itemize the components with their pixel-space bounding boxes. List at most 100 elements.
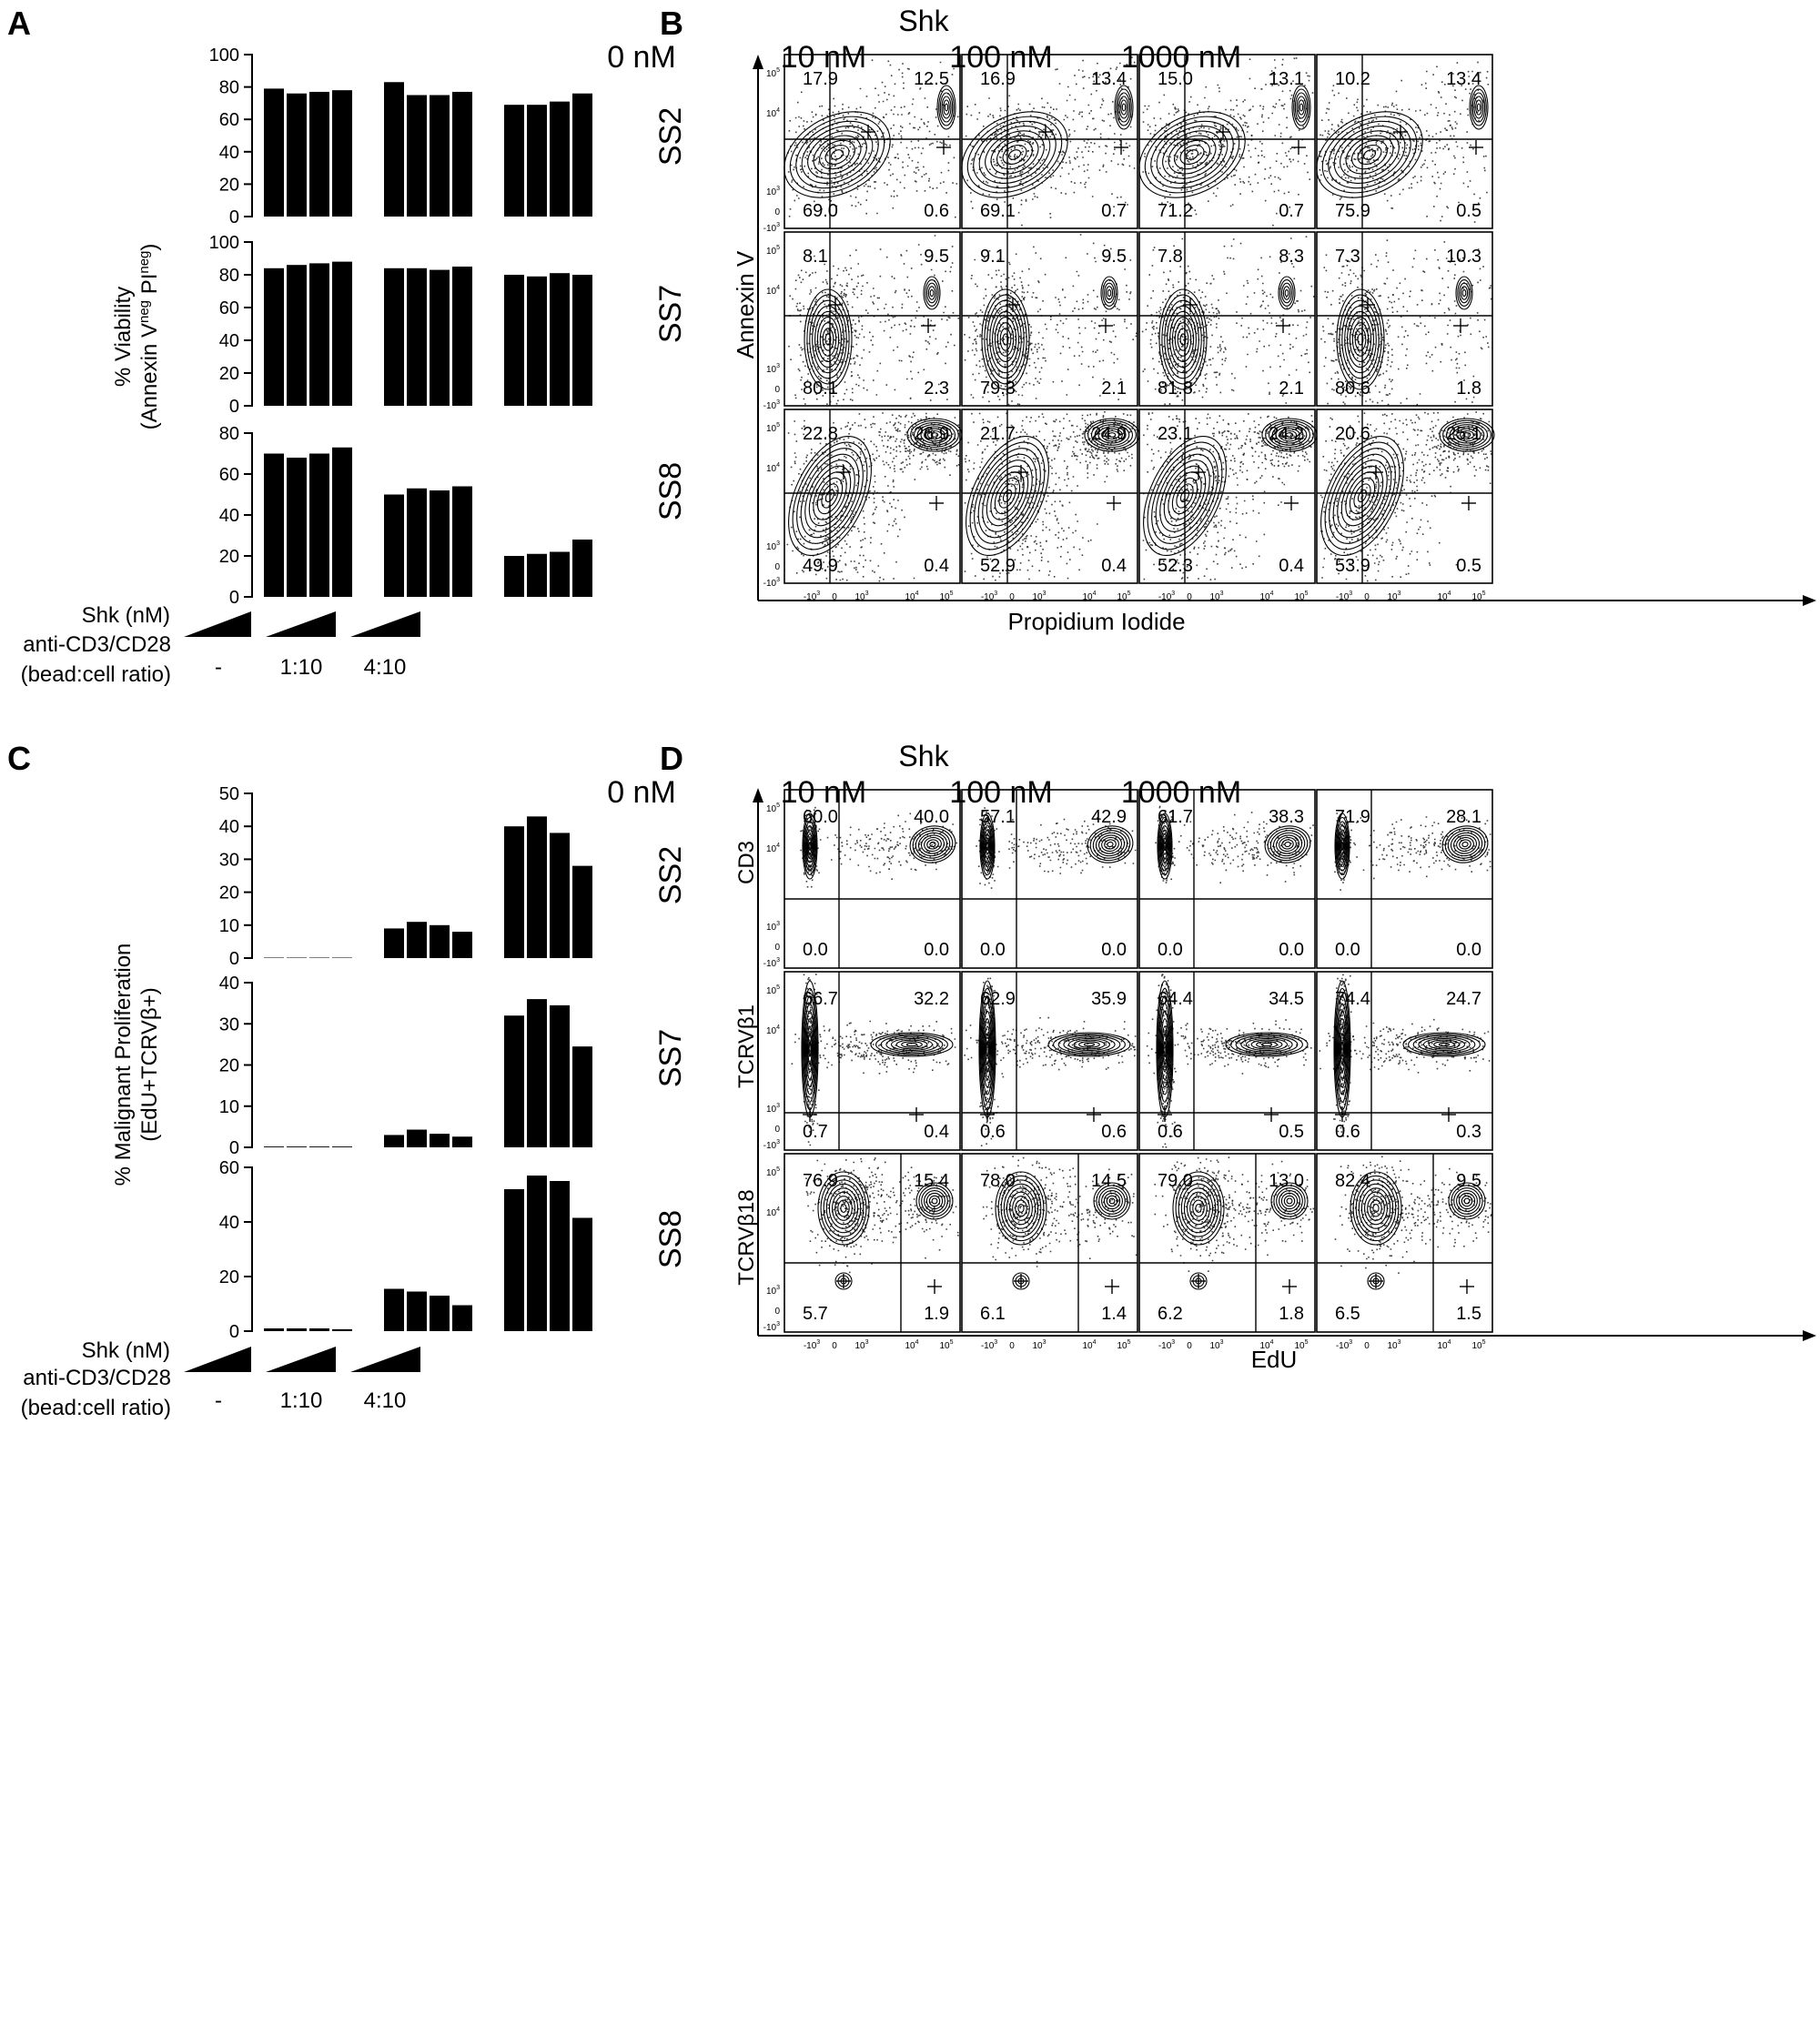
flow-contour [924,836,942,853]
flow-contour [995,1171,1047,1246]
flow-contour [980,995,995,1103]
quadrant-value-top-left: 8.1 [803,247,828,267]
flow-contour [913,421,956,449]
flow-y-tick-label: 105 [766,422,780,434]
tick-base: 10 [1294,1341,1305,1351]
flow-contour [1336,821,1349,872]
bar-c-ss8 [264,1328,284,1331]
flow-contour [1459,282,1470,304]
flow-contour [1471,88,1487,126]
flow-contour [807,837,813,855]
tick-base: 10 [1082,592,1093,602]
flow-plot-frame [1138,231,1316,407]
flow-contour [1157,813,1173,880]
flow-contour [973,120,1057,189]
flow-contour [1340,837,1345,855]
tick-exp: 4 [915,591,919,597]
flow-contour [916,424,953,446]
flow-contour [905,1042,918,1047]
tick-base: 10 [1387,1341,1398,1351]
flow-contour [986,1041,989,1057]
flow-plot-frame [784,409,961,584]
quadrant-value-bottom-right: 1.8 [1279,1304,1304,1324]
bar-y-tick-label: 10 [219,1097,239,1117]
panel-d-title: Shk [898,740,949,772]
flow-contour [1269,830,1306,859]
flow-x-tick-label: 0 [1009,592,1015,602]
bar-a-ss8 [264,453,284,597]
bar-c-ss8 [309,1328,329,1331]
flow-contour [807,1033,813,1065]
flow-plot-frame [784,971,961,1151]
tick-base: -10 [981,592,995,602]
flow-contour [977,453,1037,539]
flow-contour [1156,126,1228,184]
bar-y-tick-label: 40 [219,974,239,994]
flow-contour [1104,839,1117,850]
flow-y-tick-label: 103 [766,363,780,375]
flow-contour [1177,328,1189,351]
quadrant-value-bottom-left: 0.6 [980,1122,1006,1142]
tick-exp: 5 [1127,1339,1131,1346]
flow-contour [917,832,948,857]
bar-c-ss2 [452,932,472,958]
bar-c-ss2 [527,816,547,958]
shk-ramp [184,611,251,637]
flow-contour [1264,825,1311,863]
flow-contour [1101,1190,1123,1212]
panel-d-x-axis-label: EdU [1251,1346,1298,1373]
tick-exp: 3 [776,1285,780,1291]
panel-b-row-label: SS2 [653,107,688,166]
quadrant-value-bottom-right: 0.6 [1101,1122,1127,1142]
flow-contour [1167,305,1199,374]
flow-contour [983,829,992,863]
tick-exp: 5 [950,1339,954,1346]
flow-contour [822,328,834,351]
bar-c-ss7 [452,1136,472,1147]
flow-contour [1175,1175,1222,1242]
flow-contour [901,1041,923,1048]
flow-contour [1340,1033,1345,1065]
stim-group-label-a: - [215,655,222,680]
tick-exp: 5 [1127,591,1131,597]
flow-x-tick-label: 105 [1471,591,1485,602]
panel-b-concentration-header: 0 nM [607,40,676,75]
bar-y-tick-label: 20 [219,1056,239,1076]
flow-contour [1321,116,1418,194]
quadrant-value-top-right: 13.0 [1269,1171,1304,1191]
tick-base: -10 [763,579,777,589]
flow-x-tick-label: -103 [1158,591,1175,602]
quadrant-value-top-right: 8.3 [1279,247,1304,267]
flow-plot-frame [1316,409,1493,584]
panel-b-y-arrow [753,55,763,69]
flow-contour [1339,294,1382,385]
flow-contour [1151,448,1218,544]
tick-exp: 3 [994,591,997,597]
flow-contour [1462,432,1471,438]
quadrant-value-top-right: 15.4 [914,1171,949,1191]
flow-contour [1162,837,1168,855]
flow-contour [1347,310,1374,368]
tick-exp: 4 [776,285,780,291]
flow-contour [1158,816,1172,876]
flow-x-tick-label: 0 [1187,592,1192,602]
flow-x-tick-label: 103 [1387,591,1400,602]
flow-contour [1329,448,1396,544]
tick-exp: 5 [776,245,780,251]
bar-y-tick-label: 0 [229,1138,239,1158]
flow-contour [1278,276,1296,310]
flow-contour [823,1179,864,1237]
tick-exp: 3 [1171,1339,1175,1346]
flow-contour [824,144,850,166]
flow-contour [980,816,995,876]
flow-contour [984,294,1027,385]
tick-base: 10 [766,287,777,297]
quadrant-value-top-right: 34.5 [1269,989,1304,1009]
bar-y-tick-label: 20 [219,364,239,384]
flow-contour [805,1018,814,1080]
flow-contour [1155,453,1215,539]
quadrant-value-top-right: 25.1 [1446,424,1481,444]
flow-contour [825,1183,862,1234]
tick-exp: 3 [1171,591,1175,597]
tick-exp: 3 [1349,1339,1352,1346]
